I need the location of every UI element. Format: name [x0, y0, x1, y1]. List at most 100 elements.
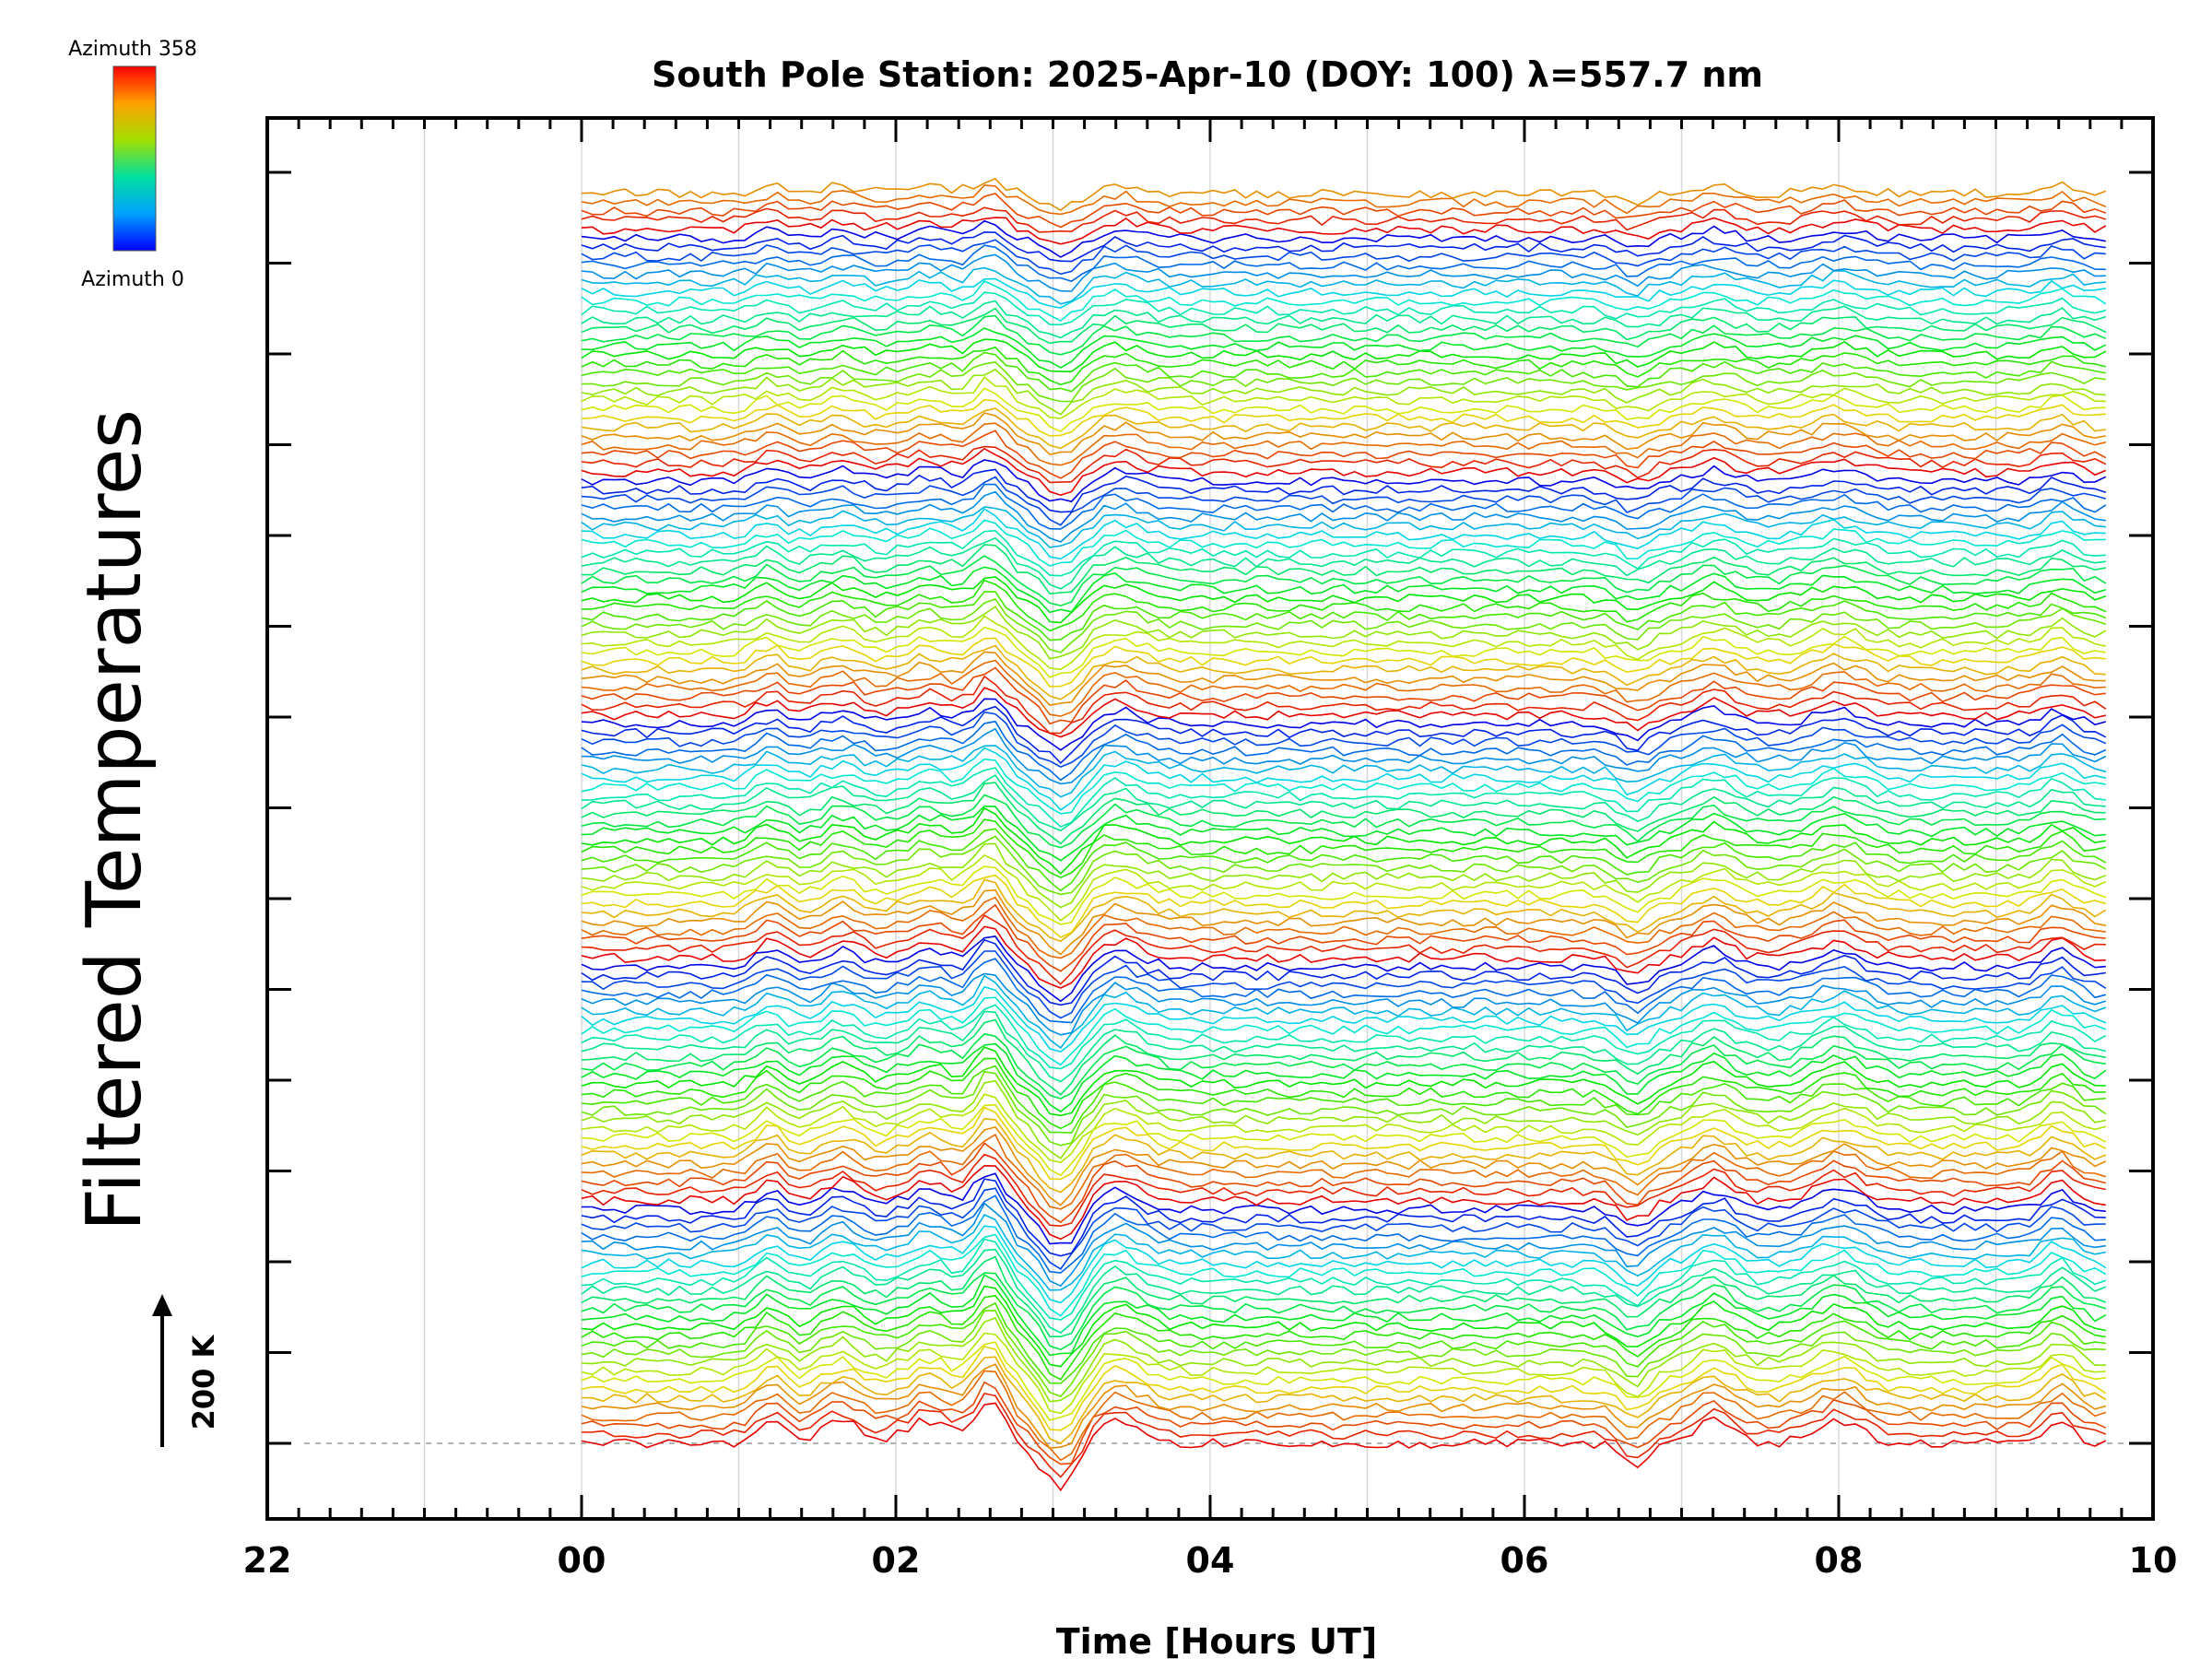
series-line — [581, 805, 2106, 862]
series-line — [582, 544, 2106, 595]
series-line — [581, 555, 2107, 607]
series-line — [581, 1153, 2106, 1228]
series-line — [581, 666, 2106, 725]
series-line — [581, 536, 2106, 590]
scale-bar-arrow — [152, 1294, 172, 1316]
series-line — [581, 1133, 2107, 1210]
series-line — [581, 412, 2106, 455]
series-line — [581, 711, 2107, 768]
colorbar-gradient — [112, 65, 157, 252]
series-line — [581, 659, 2106, 717]
series-line — [581, 361, 2106, 403]
series-line — [581, 1042, 2107, 1113]
series-line — [581, 974, 2107, 1050]
series-line — [581, 828, 2107, 892]
series-line — [581, 1117, 2107, 1194]
series-line — [581, 758, 2106, 815]
series-line — [581, 842, 2107, 909]
series-line — [581, 1010, 2106, 1083]
series-line — [581, 300, 2107, 339]
series-line — [581, 1046, 2106, 1117]
series-line — [581, 950, 2107, 1019]
series-line — [581, 935, 2106, 1003]
series-line — [581, 1233, 2107, 1317]
chart-title: South Pole Station: 2025-Apr-10 (DOY: 10… — [652, 54, 1763, 95]
series-line — [581, 747, 2106, 811]
series-line — [581, 1370, 2107, 1462]
series-line — [581, 445, 2107, 484]
series-line — [581, 566, 2107, 614]
series-line — [581, 579, 2107, 632]
x-tick-label: 06 — [1500, 1540, 1549, 1581]
series-line — [581, 1345, 2107, 1431]
series-line — [581, 1065, 2106, 1134]
x-axis-label: Time [Hours UT] — [1056, 1621, 1378, 1659]
series-line — [581, 878, 2107, 943]
series-line — [581, 506, 2106, 548]
series-line — [581, 239, 2106, 276]
series-line — [581, 1255, 2107, 1337]
series-line — [581, 1202, 2106, 1288]
series-line — [581, 508, 2106, 560]
series-line — [581, 1103, 2107, 1177]
series-line — [581, 818, 2106, 878]
series-line — [581, 1004, 2107, 1070]
series-line — [581, 368, 2106, 416]
x-tick-label: 10 — [2129, 1540, 2178, 1581]
series-line — [581, 1402, 2107, 1492]
series-line — [581, 307, 2107, 345]
series-line — [581, 217, 2107, 245]
series-line — [581, 985, 2107, 1053]
series-line — [581, 626, 2106, 678]
scale-bar-label: 200 K — [186, 1334, 221, 1430]
series-line — [581, 529, 2106, 577]
series-line — [581, 1301, 2106, 1384]
x-tick-label: 22 — [243, 1540, 292, 1581]
series-line — [581, 346, 2106, 386]
series-line — [581, 277, 2106, 309]
series-line — [581, 1381, 2107, 1465]
series-line — [581, 835, 2107, 896]
series-line — [582, 1172, 2106, 1245]
series-line — [581, 407, 2106, 450]
series-line — [581, 1213, 2106, 1291]
series-line — [581, 774, 2106, 832]
series-line — [581, 1187, 2106, 1270]
series-line — [581, 1079, 2106, 1160]
series-line — [581, 1272, 2107, 1351]
colorbar-bottom-label: Azimuth 0 — [81, 268, 184, 291]
series-line — [581, 1018, 2106, 1096]
series-line — [581, 925, 2106, 989]
series-line — [581, 865, 2107, 925]
series-line — [581, 280, 2107, 323]
series-line — [581, 1248, 2107, 1334]
series-line — [581, 429, 2107, 479]
series-line — [581, 387, 2106, 433]
series-line — [581, 193, 2107, 229]
series-line — [581, 782, 2106, 845]
series-line — [581, 1238, 2107, 1321]
series-line — [581, 1093, 2106, 1163]
series-line — [581, 1032, 2106, 1100]
series-line — [581, 1392, 2107, 1478]
series-line — [581, 1317, 2106, 1403]
y-axis-label: Filtered Temperatures — [71, 409, 159, 1231]
series-line — [581, 1125, 2107, 1206]
series-line — [581, 767, 2106, 829]
series-line — [581, 184, 2107, 216]
colorbar: Azimuth 358 Azimuth 0 — [68, 38, 197, 291]
series-line — [581, 874, 2107, 938]
series-line — [581, 244, 2106, 283]
series-line — [581, 853, 2107, 922]
series-line — [581, 1332, 2106, 1415]
series-line — [581, 422, 2106, 466]
series-line — [581, 644, 2106, 700]
series-line — [581, 447, 2107, 497]
series-line — [581, 1070, 2107, 1147]
series-line — [581, 1363, 2107, 1449]
series-line — [581, 351, 2106, 393]
x-tick-label: 00 — [558, 1540, 606, 1581]
series-line — [581, 806, 2106, 876]
series-line — [581, 1356, 2107, 1444]
